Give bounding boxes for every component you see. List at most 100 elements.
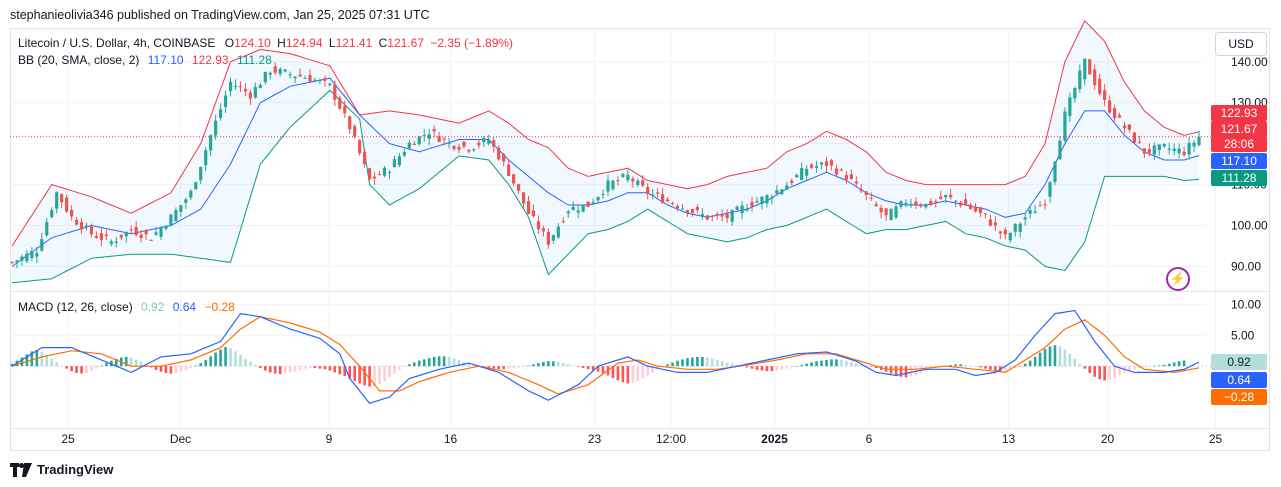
candle-body bbox=[566, 211, 570, 214]
candle-body bbox=[1157, 144, 1161, 151]
macd-histogram-bar bbox=[785, 366, 789, 369]
macd-histogram-bar bbox=[909, 366, 913, 377]
candle-body bbox=[651, 194, 655, 196]
price-marker-box bbox=[1211, 121, 1267, 137]
time-tick-label: 20 bbox=[1101, 432, 1115, 446]
candle-body bbox=[134, 226, 138, 236]
lightning-icon[interactable]: ⚡ bbox=[1166, 267, 1190, 291]
candle-body bbox=[740, 205, 744, 214]
candle-body bbox=[1187, 143, 1191, 155]
candle-body bbox=[929, 200, 933, 206]
candle-body bbox=[675, 205, 680, 209]
candle-body bbox=[74, 219, 79, 225]
macd-histogram-bar bbox=[527, 365, 530, 367]
candle-body bbox=[1008, 233, 1012, 241]
candle-body bbox=[124, 231, 128, 237]
candle-body bbox=[1053, 161, 1057, 182]
price-marker: 121.67 bbox=[1221, 122, 1258, 136]
bb-lower-line bbox=[11, 89, 1200, 284]
candle-body bbox=[1192, 142, 1196, 147]
bb-legend: BB (20, SMA, close, 2) 117.10 122.93 111… bbox=[18, 53, 272, 67]
candle-body bbox=[780, 189, 784, 195]
candle-body bbox=[725, 213, 729, 219]
macd-histogram-bar bbox=[507, 366, 510, 369]
candle-body bbox=[318, 80, 322, 82]
macd-histogram-bar bbox=[318, 366, 322, 369]
macd-signal-line bbox=[11, 316, 1200, 395]
candle-body bbox=[1013, 224, 1017, 232]
currency-button[interactable]: USD bbox=[1215, 32, 1267, 56]
macd-histogram-bar bbox=[691, 357, 694, 367]
macd-histogram-bar bbox=[864, 365, 868, 367]
macd-histogram-bar bbox=[835, 359, 838, 367]
macd-histogram-bar bbox=[686, 358, 689, 367]
candle-body bbox=[194, 182, 198, 190]
candle-body bbox=[665, 199, 670, 202]
candle-body bbox=[939, 196, 943, 200]
macd-histogram-bar bbox=[537, 363, 540, 367]
candle-body bbox=[1177, 148, 1181, 154]
candle-body bbox=[233, 85, 238, 87]
candle-body bbox=[894, 206, 898, 218]
macd-histogram-bar bbox=[333, 366, 337, 373]
macd-histogram-bar bbox=[815, 361, 818, 367]
candle-body bbox=[879, 207, 883, 213]
candle-body bbox=[571, 206, 575, 211]
macd-histogram-bar bbox=[1028, 360, 1032, 367]
publish-header: stephanieolivia346 published on TradingV… bbox=[10, 8, 430, 22]
macd-histogram-bar bbox=[706, 357, 709, 367]
candle-body bbox=[1078, 70, 1082, 90]
candle-body bbox=[715, 213, 719, 216]
candle-body bbox=[55, 192, 59, 209]
macd-histogram-bar bbox=[60, 365, 63, 367]
macd-hist-marker: 0.92 bbox=[1227, 355, 1251, 369]
candle-body bbox=[899, 200, 903, 207]
macd-histogram-bar bbox=[214, 352, 217, 367]
candle-body bbox=[169, 214, 173, 226]
candle-body bbox=[333, 84, 337, 100]
candle-body bbox=[323, 78, 327, 81]
macd-histogram-bar bbox=[566, 364, 570, 367]
candle-body bbox=[427, 134, 431, 139]
candle-body bbox=[30, 250, 34, 259]
macd-histogram-bar bbox=[422, 359, 426, 367]
macd-histogram-bar bbox=[164, 366, 168, 373]
macd-histogram-bar bbox=[571, 365, 575, 367]
bb-upper-marker: 122.93 bbox=[1221, 106, 1258, 120]
close-value: 121.67 bbox=[387, 36, 424, 50]
candle-body bbox=[228, 81, 233, 92]
candle-body bbox=[139, 234, 143, 238]
macd-histogram-bar bbox=[676, 360, 679, 367]
candle-body bbox=[621, 174, 625, 177]
candle-body bbox=[387, 172, 392, 174]
macd-histogram-bar bbox=[139, 361, 143, 367]
macd-histogram-bar bbox=[283, 366, 287, 374]
candle-body bbox=[437, 136, 441, 142]
macd-histogram-bar bbox=[249, 361, 252, 367]
candle-body bbox=[268, 72, 272, 75]
candle-body bbox=[89, 226, 94, 235]
candle-body bbox=[576, 210, 580, 213]
candle-body bbox=[1083, 58, 1087, 80]
candle-body bbox=[636, 180, 640, 185]
candle-body bbox=[551, 235, 555, 241]
footer-brand: TradingView bbox=[10, 462, 113, 477]
macd-histogram-bar bbox=[70, 366, 73, 372]
macd-histogram-bar bbox=[626, 366, 630, 384]
candle-body bbox=[288, 74, 292, 76]
macd-histogram-bar bbox=[224, 347, 227, 367]
open-label: O bbox=[224, 36, 235, 50]
macd-histogram-bar bbox=[979, 366, 982, 368]
bb-basis-marker: 117.10 bbox=[1221, 154, 1257, 168]
candle-body bbox=[482, 138, 486, 143]
candle-body bbox=[1098, 78, 1102, 94]
macd-histogram-bar bbox=[855, 363, 858, 367]
macd-signal-value: −0.28 bbox=[204, 300, 235, 314]
candle-body bbox=[904, 202, 908, 204]
macd-histogram-bar bbox=[1162, 364, 1166, 367]
close-label: C bbox=[378, 36, 388, 50]
chart-frame[interactable] bbox=[10, 28, 1270, 451]
candle-body bbox=[358, 139, 362, 154]
macd-histogram-bar bbox=[45, 355, 49, 367]
